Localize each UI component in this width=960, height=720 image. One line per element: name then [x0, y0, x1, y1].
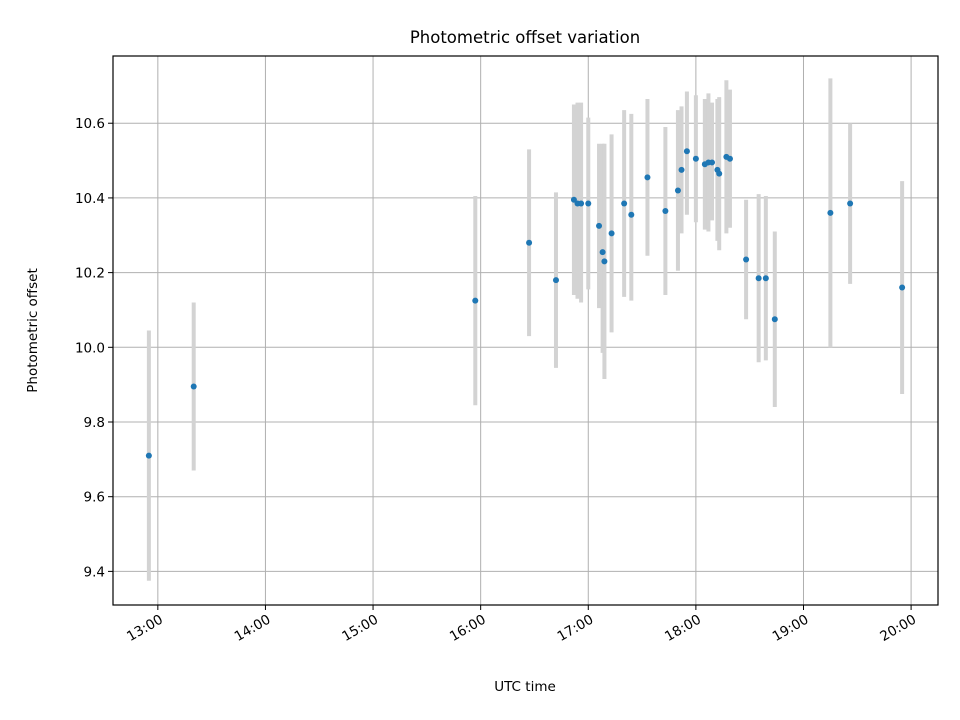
data-point — [644, 174, 651, 181]
y-tick-label: 10.2 — [75, 266, 105, 282]
y-axis-ticks: 9.4 9.6 9.8 10.0 10.2 10.4 10.6 — [75, 116, 113, 580]
y-tick-label: 10.6 — [75, 116, 105, 132]
y-tick-label: 9.6 — [84, 490, 105, 506]
data-point — [899, 284, 906, 291]
x-axis-label: UTC time — [494, 679, 556, 695]
y-tick-label: 10.4 — [75, 191, 105, 207]
data-point — [628, 211, 635, 218]
data-point — [683, 148, 690, 155]
data-point — [678, 166, 685, 173]
data-point — [145, 452, 152, 459]
data-point — [621, 200, 628, 207]
y-axis-label: Photometric offset — [25, 268, 41, 392]
data-point — [190, 383, 197, 390]
data-point — [709, 159, 716, 166]
chart-title: Photometric offset variation — [410, 28, 640, 47]
data-point — [552, 277, 559, 284]
data-point — [601, 258, 608, 265]
data-point — [847, 200, 854, 207]
data-point — [662, 207, 669, 214]
data-point — [726, 155, 733, 162]
y-tick-label: 10.0 — [75, 340, 105, 356]
plot-frame — [112, 55, 939, 606]
data-point — [570, 196, 577, 203]
data-point — [578, 200, 585, 207]
data-point — [755, 275, 762, 282]
data-point — [599, 249, 606, 256]
data-point — [585, 200, 592, 207]
data-point — [692, 155, 699, 162]
data-point — [596, 222, 603, 229]
data-points — [145, 148, 906, 459]
y-tick-label: 9.4 — [84, 564, 105, 580]
data-point — [716, 170, 723, 177]
y-tick-label: 9.8 — [84, 415, 105, 431]
data-point — [743, 256, 750, 263]
data-point — [762, 275, 769, 282]
data-point — [827, 209, 834, 216]
data-point — [771, 316, 778, 323]
gridlines — [113, 56, 938, 605]
data-point — [472, 297, 479, 304]
data-point — [674, 187, 681, 194]
data-point — [608, 230, 615, 237]
data-point — [526, 239, 533, 246]
